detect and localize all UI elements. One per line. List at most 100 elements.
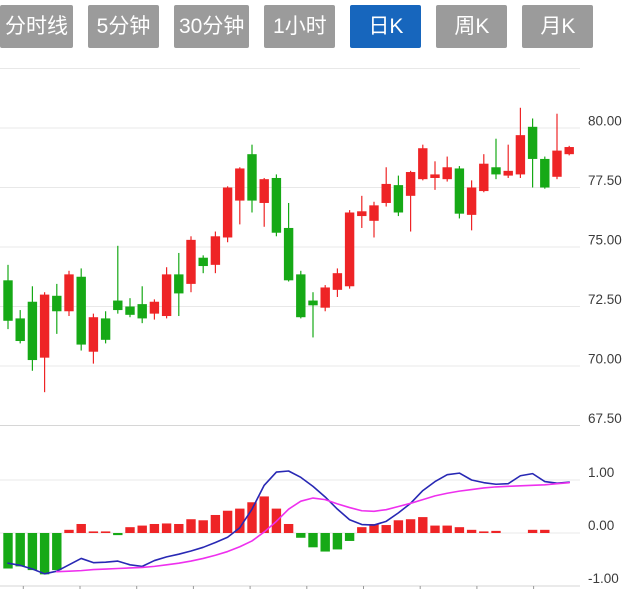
candle-body <box>222 187 233 238</box>
macd-bar <box>64 529 74 533</box>
candle-body <box>186 239 196 284</box>
macd-bar <box>235 508 245 533</box>
macd-axis-label: -1.00 <box>588 571 619 586</box>
tab-weekly-k[interactable]: 周K <box>436 5 508 48</box>
candle-body <box>552 150 562 177</box>
macd-bar <box>174 523 184 533</box>
tab-5min[interactable]: 5分钟 <box>88 5 159 48</box>
macd-axis-label: 1.00 <box>588 465 614 480</box>
macd-bar <box>442 525 452 533</box>
macd-bar <box>3 533 13 569</box>
price-axis-label: 72.50 <box>588 292 622 307</box>
macd-bar <box>100 531 111 533</box>
candle-body <box>332 273 343 290</box>
candle-body <box>161 274 172 317</box>
candle-body <box>540 158 550 188</box>
macd-bar <box>137 525 147 533</box>
macd-bar <box>381 525 391 533</box>
candle-body <box>381 183 391 203</box>
macd-bar <box>454 527 465 533</box>
candle-body <box>210 236 221 265</box>
macd-bar <box>222 510 233 533</box>
macd-bar <box>393 520 404 533</box>
macd-bar <box>405 519 416 533</box>
candle-body <box>271 177 282 233</box>
macd-bar <box>259 496 269 533</box>
candle-body <box>149 301 160 314</box>
timeframe-tabbar: 分时线 5分钟 30分钟 1小时 日K 周K 月K <box>0 5 594 48</box>
tab-daily-k[interactable]: 日K <box>350 5 422 48</box>
macd-histogram <box>3 496 550 575</box>
macd-bar <box>88 531 99 533</box>
candle-body <box>527 126 538 159</box>
candle-body <box>430 174 440 178</box>
candle-body <box>235 168 245 201</box>
macd-bar <box>369 523 379 533</box>
macd-bar <box>308 533 318 548</box>
candle-body <box>39 294 50 358</box>
macd-bar <box>491 530 501 533</box>
macd-bar <box>113 533 123 536</box>
macd-axis-labels: 1.00 0.00 -1.00 <box>588 465 619 586</box>
macd-bar <box>320 533 330 552</box>
macd-bar <box>15 533 25 567</box>
candle-body <box>15 318 25 342</box>
candle-body <box>198 257 208 267</box>
macd-bar <box>198 520 208 533</box>
macd-bar <box>149 523 160 533</box>
macd-bar <box>76 523 86 533</box>
candle-body <box>405 172 416 196</box>
dea-line <box>55 481 571 573</box>
candle-body <box>88 317 99 352</box>
price-axis-labels: 80.00 77.50 75.00 72.50 70.00 67.50 <box>588 114 622 427</box>
tab-30min[interactable]: 30分钟 <box>174 5 250 48</box>
candle-body <box>259 179 269 203</box>
dif-line <box>7 470 571 575</box>
candle-body <box>296 274 306 318</box>
price-axis-label: 80.00 <box>588 114 622 129</box>
candle-body <box>3 280 13 321</box>
candle-body <box>283 227 294 281</box>
macd-bar <box>125 527 135 533</box>
dea-line <box>55 481 571 573</box>
macd-bar <box>332 533 343 550</box>
candle-body <box>564 147 574 155</box>
price-axis-label: 75.00 <box>588 233 622 248</box>
macd-bar <box>186 519 196 533</box>
macd-bar <box>39 533 50 575</box>
candle-body <box>320 287 330 308</box>
tab-timeshare-line[interactable]: 分时线 <box>0 5 73 48</box>
candle-body <box>491 167 501 175</box>
candle-body <box>27 301 38 361</box>
candle-body <box>247 154 257 201</box>
macd-bar <box>283 523 294 533</box>
macd-bar <box>357 527 367 533</box>
candle-body <box>466 187 477 215</box>
candle-body <box>52 295 62 312</box>
candle-body <box>418 148 428 180</box>
candle-body <box>113 300 123 311</box>
tab-1hour[interactable]: 1小时 <box>264 5 336 48</box>
candle-body <box>357 211 367 217</box>
macd-bar <box>296 533 306 538</box>
macd-bar <box>527 529 538 533</box>
candle-body <box>442 167 452 180</box>
macd-bar <box>430 525 440 533</box>
candle-body <box>479 163 489 192</box>
macd-bar <box>210 514 221 533</box>
macd-bar <box>418 517 428 533</box>
macd-axis-label: 0.00 <box>588 518 614 533</box>
price-axis-label: 67.50 <box>588 411 622 426</box>
tab-monthly-k[interactable]: 月K <box>522 5 594 48</box>
price-axis-label: 70.00 <box>588 352 622 367</box>
candle-body <box>344 212 355 287</box>
macd-bar <box>52 533 62 571</box>
macd-bar <box>479 531 489 533</box>
candle-body <box>369 205 379 221</box>
macd-bar <box>161 523 172 533</box>
macd-bar <box>466 529 477 533</box>
candle-body <box>137 304 147 319</box>
candle-body <box>454 168 465 214</box>
candle-body <box>393 185 404 213</box>
